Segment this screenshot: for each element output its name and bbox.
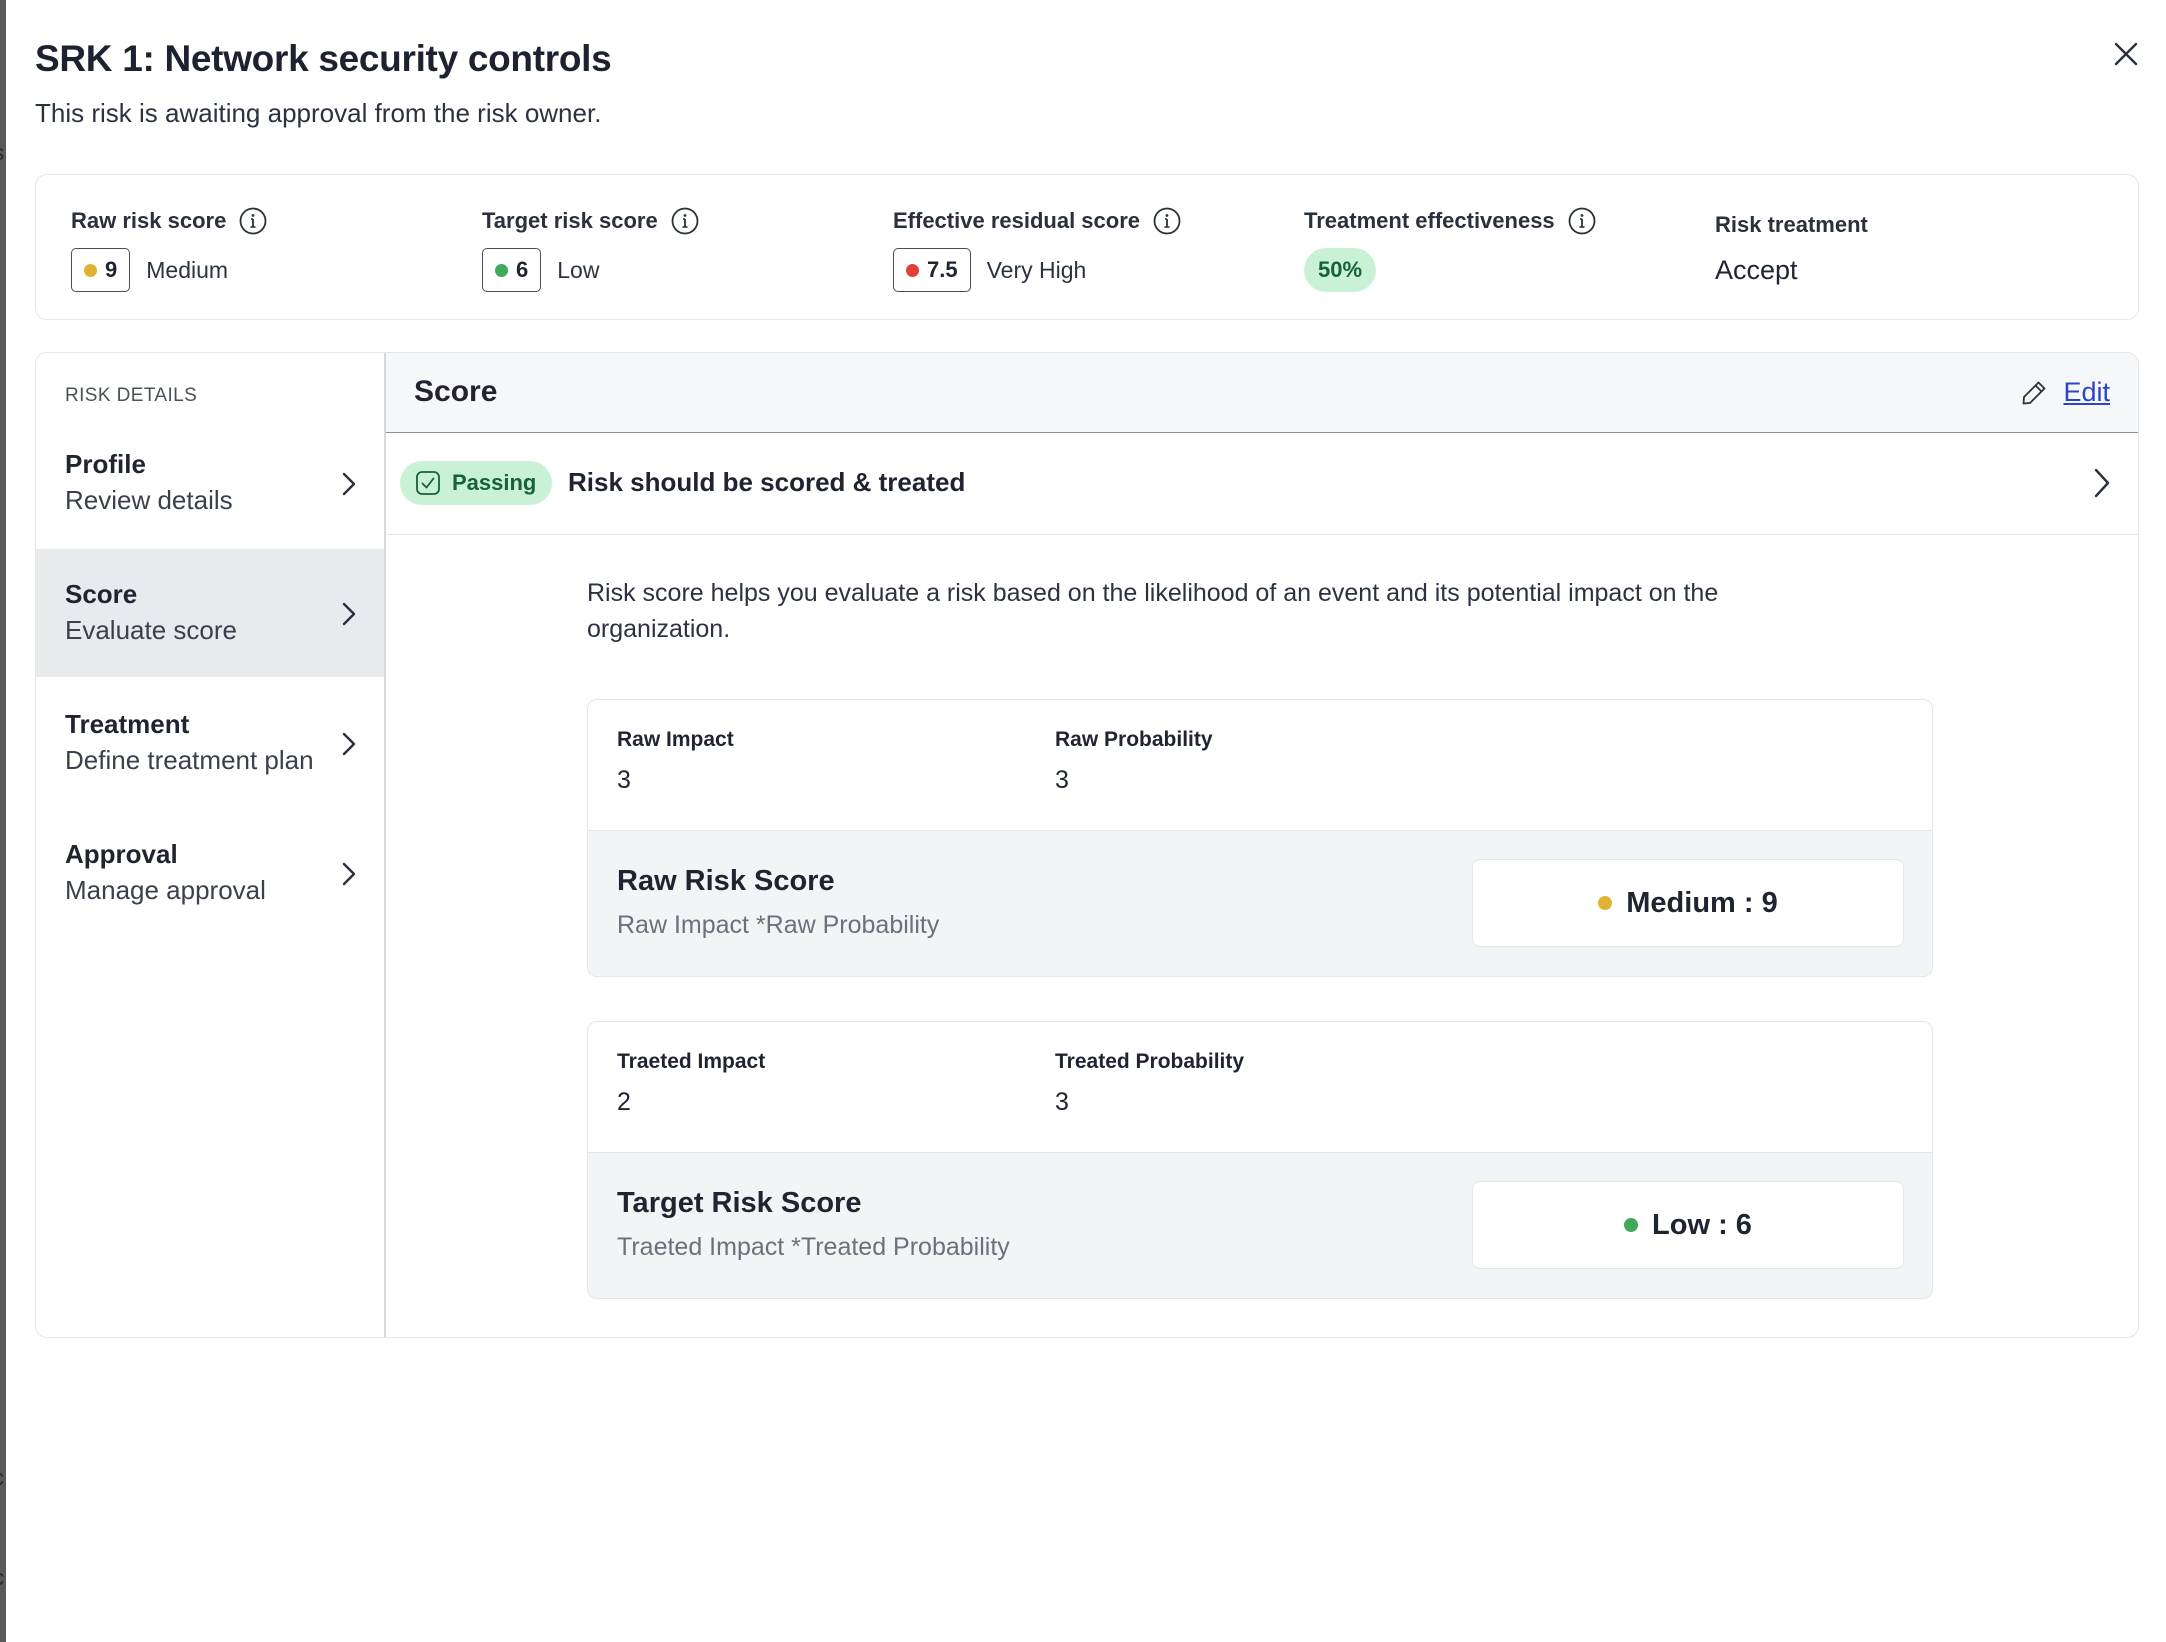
score-result: Low : 6 bbox=[1472, 1181, 1904, 1269]
risk-treatment-label: Risk treatment bbox=[1715, 212, 1868, 237]
field-label: Raw Impact bbox=[617, 728, 734, 751]
sidebar-item-subtitle: Evaluate score bbox=[65, 615, 237, 645]
section-header: Score Edit bbox=[386, 353, 2138, 433]
effective-residual-score-chip: 7.5 bbox=[893, 248, 971, 292]
field-label: Treated Probability bbox=[1055, 1050, 1245, 1073]
sidebar-item-treatment[interactable]: Treatment Define treatment plan bbox=[36, 679, 384, 807]
target-risk-score-value: 6 bbox=[516, 257, 529, 282]
chevron-right-icon bbox=[2094, 468, 2110, 498]
severity-dot bbox=[495, 263, 508, 277]
effective-residual-label: Effective residual score bbox=[893, 208, 1141, 233]
info-icon[interactable] bbox=[670, 206, 700, 236]
close-icon bbox=[2114, 42, 2138, 66]
sidebar-item-profile[interactable]: Profile Review details bbox=[36, 419, 384, 547]
target-score-footer: Target Risk Score Traeted Impact *Treate… bbox=[588, 1152, 1932, 1298]
score-section: Score Edit Passing Risk s bbox=[386, 353, 2138, 1337]
score-title: Raw Risk Score bbox=[617, 865, 835, 897]
score-result-value: Low : 6 bbox=[1652, 1208, 1752, 1241]
edit-link[interactable]: Edit bbox=[2063, 377, 2110, 407]
severity-dot bbox=[1624, 1218, 1639, 1232]
target-risk-level: Low bbox=[557, 256, 600, 283]
target-risk-label: Target risk score bbox=[482, 208, 658, 233]
risk-details-sidebar: RISK DETAILS Profile Review details Scor… bbox=[36, 353, 386, 1337]
sidebar-item-subtitle: Manage approval bbox=[65, 875, 266, 905]
raw-risk-level: Medium bbox=[146, 256, 229, 283]
chevron-right-icon bbox=[342, 472, 356, 496]
score-title: Target Risk Score bbox=[617, 1187, 862, 1219]
score-description: Risk score helps you evaluate a risk bas… bbox=[587, 579, 1719, 643]
section-title: Score bbox=[414, 375, 498, 408]
background-glyph: c bbox=[0, 1465, 4, 1491]
raw-risk-score-value: 9 bbox=[105, 257, 118, 282]
chevron-right-icon bbox=[342, 732, 356, 756]
sidebar-item-subtitle: Review details bbox=[65, 485, 233, 515]
sidebar-item-score[interactable]: Score Evaluate score bbox=[36, 549, 384, 677]
status-badge: Passing bbox=[400, 461, 553, 505]
test-name: Risk should be scored & treated bbox=[568, 467, 966, 497]
background-window-edge bbox=[0, 0, 6, 1642]
raw-score-card: Raw Impact 3 Raw Probability 3 Raw Risk … bbox=[587, 699, 1933, 977]
check-box-icon bbox=[416, 471, 440, 495]
treated-impact-field: Traeted Impact 2 bbox=[617, 1050, 765, 1117]
treatment-effectiveness-metric: Treatment effectiveness 50% bbox=[1304, 205, 1597, 293]
sidebar-item-approval[interactable]: Approval Manage approval bbox=[36, 809, 384, 937]
treated-probability-field: Treated Probability 3 bbox=[1055, 1050, 1244, 1117]
field-value: 3 bbox=[617, 766, 631, 794]
raw-risk-score-chip: 9 bbox=[71, 248, 131, 292]
effective-residual-level: Very High bbox=[986, 256, 1087, 283]
edit-button[interactable]: Edit bbox=[2019, 377, 2110, 408]
field-value: 3 bbox=[1055, 766, 1069, 794]
severity-dot bbox=[906, 263, 919, 277]
test-row[interactable]: Passing Risk should be scored & treated bbox=[386, 433, 2138, 535]
effective-residual-score-value: 7.5 bbox=[927, 257, 958, 282]
raw-risk-label: Raw risk score bbox=[71, 208, 227, 233]
field-value: 3 bbox=[1055, 1088, 1069, 1116]
sidebar-item-title: Profile bbox=[65, 449, 146, 479]
sidebar-item-title: Approval bbox=[65, 839, 178, 869]
risk-details-panel: RISK DETAILS Profile Review details Scor… bbox=[35, 352, 2139, 1338]
info-icon[interactable] bbox=[1567, 206, 1597, 236]
target-risk-score-chip: 6 bbox=[482, 248, 542, 292]
effective-residual-metric: Effective residual score 7.5 Very High bbox=[893, 205, 1182, 293]
status-badge-label: Passing bbox=[452, 470, 537, 495]
sidebar-item-title: Treatment bbox=[65, 709, 190, 739]
risk-summary-card: Raw risk score 9 Medium Target risk scor… bbox=[35, 174, 2139, 320]
severity-dot bbox=[84, 263, 97, 277]
chevron-right-icon bbox=[342, 862, 356, 886]
info-icon[interactable] bbox=[238, 206, 268, 236]
score-result-value: Medium : 9 bbox=[1626, 886, 1778, 919]
info-icon[interactable] bbox=[1152, 206, 1182, 236]
treatment-effectiveness-badge: 50% bbox=[1304, 248, 1377, 292]
risk-detail-dialog: SRK 1: Network security controls This ri… bbox=[6, 0, 2166, 1642]
target-score-card: Traeted Impact 2 Treated Probability 3 T… bbox=[587, 1021, 1933, 1299]
score-formula: Raw Impact *Raw Probability bbox=[617, 911, 940, 939]
risk-treatment-value: Accept bbox=[1715, 254, 1798, 285]
chevron-right-icon bbox=[342, 602, 356, 626]
target-risk-metric: Target risk score 6 Low bbox=[482, 205, 700, 293]
treatment-effectiveness-label: Treatment effectiveness bbox=[1304, 208, 1555, 233]
raw-probability-field: Raw Probability 3 bbox=[1055, 728, 1213, 795]
sidebar-item-title: Score bbox=[65, 579, 138, 609]
background-glyph: c bbox=[0, 1565, 4, 1591]
background-glyph: s bbox=[0, 140, 4, 166]
raw-score-footer: Raw Risk Score Raw Impact *Raw Probabili… bbox=[588, 830, 1932, 976]
pencil-icon bbox=[2023, 381, 2046, 404]
risk-treatment-metric: Risk treatment Accept bbox=[1715, 205, 1868, 293]
score-result: Medium : 9 bbox=[1472, 859, 1904, 947]
close-button[interactable] bbox=[2108, 36, 2144, 72]
sidebar-item-subtitle: Define treatment plan bbox=[65, 745, 314, 775]
score-formula: Traeted Impact *Treated Probability bbox=[617, 1233, 1010, 1261]
dialog-subtitle: This risk is awaiting approval from the … bbox=[35, 98, 602, 128]
field-label: Traeted Impact bbox=[617, 1050, 766, 1073]
raw-impact-field: Raw Impact 3 bbox=[617, 728, 734, 795]
dialog-title: SRK 1: Network security controls bbox=[35, 38, 612, 79]
sidebar-heading: RISK DETAILS bbox=[65, 385, 198, 406]
severity-dot bbox=[1598, 896, 1613, 910]
field-label: Raw Probability bbox=[1055, 728, 1213, 751]
field-value: 2 bbox=[617, 1088, 631, 1116]
raw-risk-metric: Raw risk score 9 Medium bbox=[71, 205, 268, 293]
